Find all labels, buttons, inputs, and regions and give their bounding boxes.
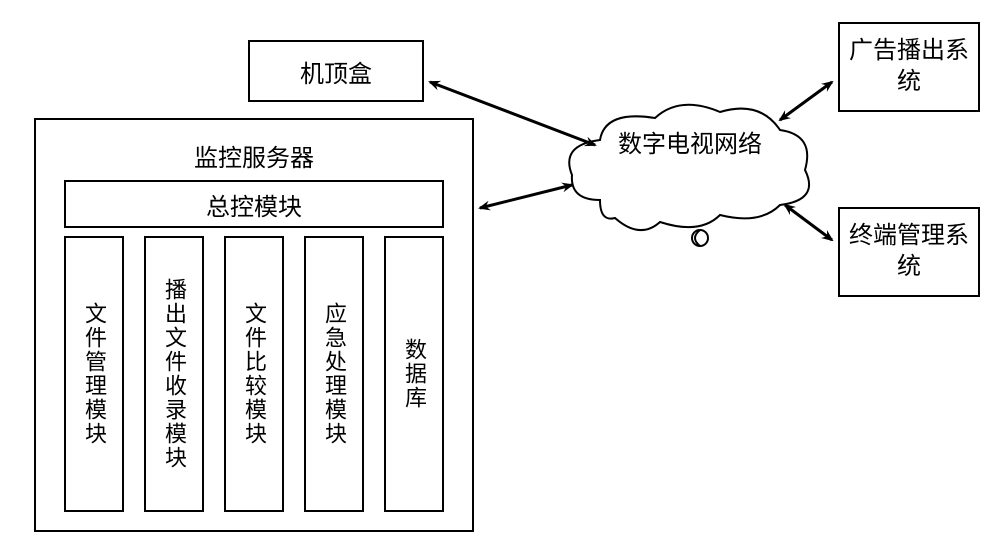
node-submodule-2: 文件比较模块	[224, 236, 284, 512]
node-submodule-1-label: 播出文件收录模块	[158, 278, 190, 470]
node-ad-system: 广告播出系统	[838, 22, 980, 112]
node-terminal-system: 终端管理系统	[838, 207, 980, 297]
node-submodule-0-label: 文件管理模块	[78, 302, 110, 446]
node-submodule-3: 应急处理模块	[304, 236, 364, 512]
node-network-label: 数字电视网络	[610, 130, 770, 161]
node-ad-system-label: 广告播出系统	[840, 36, 978, 98]
node-submodule-3-label: 应急处理模块	[318, 302, 350, 446]
node-submodule-1: 播出文件收录模块	[144, 236, 204, 512]
node-master-module-label: 总控模块	[206, 187, 302, 222]
node-submodule-4-label: 数据库	[398, 338, 430, 410]
node-submodule-0: 文件管理模块	[64, 236, 124, 512]
node-submodule-4: 数据库	[384, 236, 444, 512]
node-stb-label: 机顶盒	[300, 54, 372, 89]
cloud-icon	[569, 105, 809, 246]
monitor-server-title: 监控服务器	[36, 138, 472, 173]
node-stb: 机顶盒	[248, 40, 424, 102]
node-master-module: 总控模块	[64, 180, 444, 228]
node-submodule-2-label: 文件比较模块	[238, 302, 270, 446]
node-terminal-system-label: 终端管理系统	[840, 221, 978, 283]
edge-terminal-cloud	[785, 205, 832, 240]
edge-server-cloud	[480, 185, 572, 208]
edge-ad-cloud	[780, 82, 832, 120]
